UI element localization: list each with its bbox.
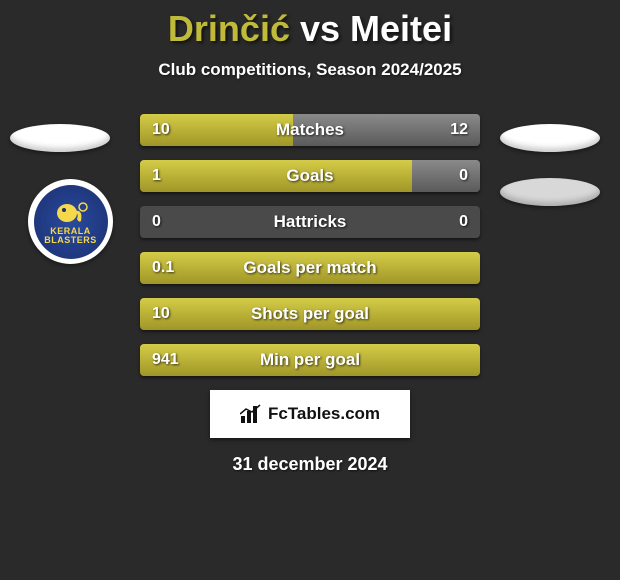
stat-row: 0.1Goals per match (140, 252, 480, 284)
comparison-title: Drinčić vs Meitei (0, 0, 620, 50)
date-text: 31 december 2024 (0, 454, 620, 475)
stats-container: 1012Matches 10Goals 00Hattricks 0.1Goals pe… (140, 114, 480, 376)
left-oval-placeholder (10, 124, 110, 152)
player2-name: Meitei (350, 8, 452, 49)
club-badge: KERALA BLASTERS (28, 179, 113, 264)
stat-label: Goals (140, 160, 480, 192)
subtitle: Club competitions, Season 2024/2025 (0, 60, 620, 80)
stat-row: 10Goals (140, 160, 480, 192)
stat-label: Matches (140, 114, 480, 146)
player1-name: Drinčić (168, 8, 290, 49)
stat-label: Shots per goal (140, 298, 480, 330)
right-oval-placeholder-1 (500, 124, 600, 152)
branding-badge[interactable]: FcTables.com (210, 390, 410, 438)
stat-row: 00Hattricks (140, 206, 480, 238)
chart-icon (240, 404, 262, 424)
club-badge-line1: KERALA (50, 227, 91, 236)
right-oval-placeholder-2 (500, 178, 600, 206)
elephant-icon (53, 199, 89, 227)
stat-row: 10Shots per goal (140, 298, 480, 330)
stat-row: 941Min per goal (140, 344, 480, 376)
title-vs: vs (300, 8, 340, 49)
club-badge-line2: BLASTERS (44, 236, 97, 245)
branding-text: FcTables.com (268, 404, 380, 424)
stat-label: Hattricks (140, 206, 480, 238)
stat-row: 1012Matches (140, 114, 480, 146)
club-badge-inner: KERALA BLASTERS (34, 185, 108, 259)
stat-label: Min per goal (140, 344, 480, 376)
main-area: KERALA BLASTERS 1012Matches 10Goals 00Hatt… (0, 114, 620, 475)
stat-label: Goals per match (140, 252, 480, 284)
